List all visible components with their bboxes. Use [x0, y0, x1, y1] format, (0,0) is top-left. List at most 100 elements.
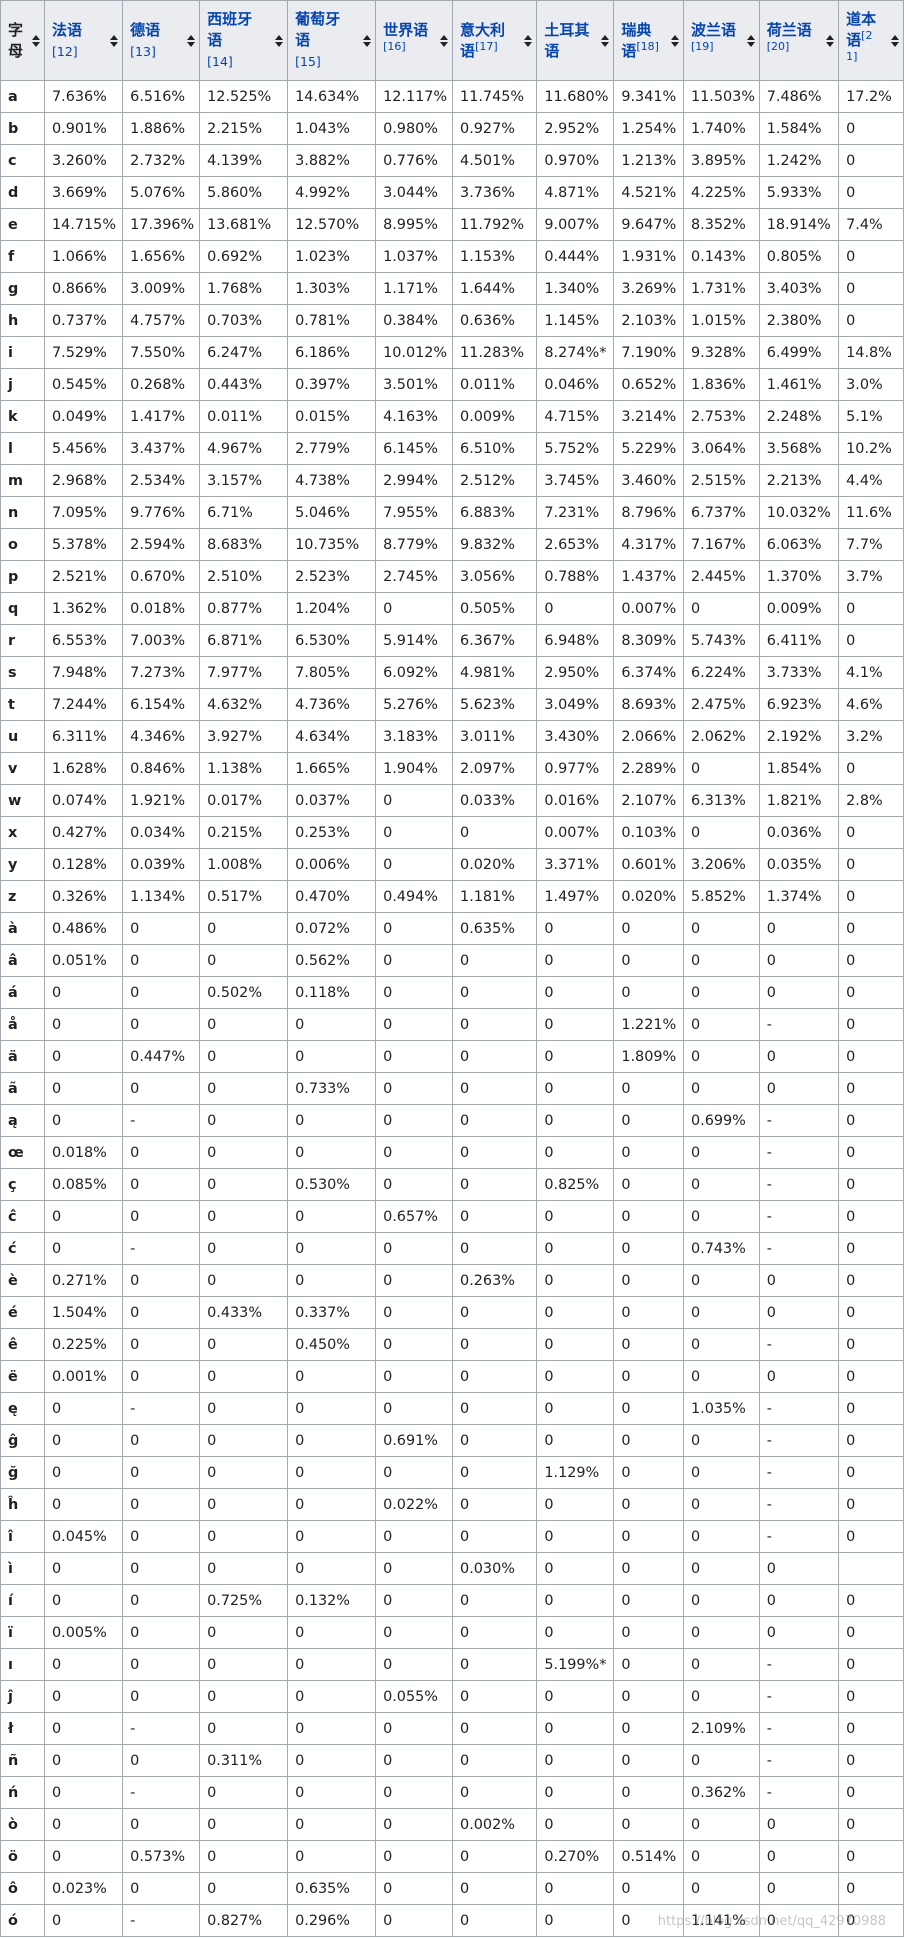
language-name[interactable]: 瑞典语 [621, 20, 652, 60]
frequency-cell: 1.213% [613, 144, 684, 177]
header-lang-6[interactable]: 土耳其语 [536, 0, 615, 81]
frequency-cell: 1.129% [536, 1456, 615, 1489]
frequency-cell: 2.510% [199, 560, 289, 593]
sort-icon[interactable] [110, 34, 119, 48]
frequency-cell: 0 [43, 1232, 124, 1265]
frequency-cell: 1.141% [682, 1904, 760, 1937]
frequency-cell: 0 [838, 1168, 904, 1201]
header-lang-label[interactable]: 世界语[16] [383, 20, 451, 62]
header-lang-label[interactable]: 瑞典语[18] [621, 20, 682, 62]
letter-cell: ó [0, 1904, 45, 1937]
sort-icon[interactable] [363, 34, 372, 48]
header-lang-label[interactable]: 德语 [13] [130, 20, 198, 62]
frequency-cell: 0 [199, 1136, 289, 1169]
frequency-cell: - [122, 1904, 201, 1937]
header-lang-4[interactable]: 世界语[16] [375, 0, 454, 81]
frequency-cell: 0.657% [375, 1200, 454, 1233]
reference-link[interactable]: [21] [846, 29, 873, 63]
frequency-cell: 9.328% [682, 336, 760, 369]
frequency-cell: 0 [452, 1072, 538, 1105]
language-name[interactable]: 法语 [51, 20, 82, 39]
language-name[interactable]: 波兰语 [690, 20, 736, 39]
table-row: à 0.486% 0 0 0.072% 0 0.635% 0 0 0 0 0 [0, 912, 904, 945]
header-lang-8[interactable]: 波兰语[19] [682, 0, 760, 81]
letter-cell: ĉ [0, 1200, 45, 1233]
language-name[interactable]: 道本语 [846, 10, 877, 49]
frequency-cell: 6.247% [199, 336, 289, 369]
header-lang-label[interactable]: 荷兰语[20] [767, 20, 838, 62]
frequency-cell: 0 [682, 1840, 760, 1873]
header-lang-0[interactable]: 法语 [12] [43, 0, 124, 81]
header-lang-3[interactable]: 葡萄牙语 [15] [287, 0, 377, 81]
reference-link[interactable]: [14] [207, 54, 233, 69]
header-lang-label[interactable]: 道本语[21] [846, 9, 902, 72]
language-name[interactable]: 德语 [130, 20, 161, 39]
reference-link[interactable]: [20] [766, 39, 790, 53]
header-lang-label[interactable]: 法语 [12] [52, 20, 122, 62]
language-name[interactable]: 荷兰语 [766, 20, 812, 39]
frequency-cell: 0 [536, 1136, 615, 1169]
language-name[interactable]: 意大利语 [460, 20, 506, 60]
sort-icon[interactable] [31, 34, 40, 48]
sort-icon[interactable] [746, 34, 755, 48]
header-lang-label[interactable]: 西班牙语 [14] [207, 9, 286, 72]
frequency-cell: 0.927% [452, 112, 538, 145]
letter-cell: t [0, 688, 45, 721]
frequency-cell: 1.504% [43, 1296, 124, 1329]
header-lang-7[interactable]: 瑞典语[18] [613, 0, 684, 81]
header-row: 字母 法语 [12] 德语 [13] 西班牙语 [14] 葡萄牙语 [15] 世界语[16] 意大利… [0, 0, 904, 81]
reference-link[interactable]: [15] [295, 54, 321, 69]
letter-cell: ğ [0, 1456, 45, 1489]
frequency-cell: 0 [452, 1520, 538, 1553]
reference-link[interactable]: [17] [475, 39, 498, 53]
header-lang-label[interactable]: 波兰语[19] [690, 20, 758, 62]
frequency-cell: 0 [199, 1424, 289, 1457]
frequency-cell: 5.229% [613, 432, 684, 465]
header-lang-label[interactable]: 土耳其语 [544, 20, 612, 62]
frequency-cell: - [758, 1104, 840, 1137]
language-name[interactable]: 葡萄牙语 [295, 10, 341, 49]
reference-link[interactable]: [16] [383, 39, 406, 53]
frequency-cell: 0.691% [375, 1424, 454, 1457]
frequency-cell: 3.044% [375, 176, 454, 209]
reference-link[interactable]: [19] [690, 39, 714, 53]
frequency-cell: 0.011% [199, 400, 289, 433]
letter-cell: ë [0, 1360, 45, 1393]
language-name[interactable]: 世界语 [383, 20, 429, 39]
sort-icon[interactable] [601, 34, 610, 48]
header-letter[interactable]: 字母 [0, 0, 45, 81]
header-lang-1[interactable]: 德语 [13] [122, 0, 201, 81]
sort-icon[interactable] [524, 34, 533, 48]
frequency-cell: 4.521% [613, 176, 684, 209]
language-name[interactable]: 土耳其语 [544, 20, 590, 60]
frequency-cell: 0 [613, 1648, 684, 1681]
frequency-cell: 5.860% [199, 176, 289, 209]
frequency-cell: 0 [838, 272, 904, 305]
frequency-cell: 0.427% [43, 816, 124, 849]
frequency-cell: 7.805% [287, 656, 377, 689]
sort-icon[interactable] [891, 34, 899, 48]
frequency-cell: 0.143% [682, 240, 760, 273]
reference-link[interactable]: [13] [130, 43, 156, 59]
sort-icon[interactable] [187, 34, 196, 48]
header-lang-5[interactable]: 意大利语[17] [452, 0, 538, 81]
frequency-cell: 0 [452, 1776, 538, 1809]
header-lang-label[interactable]: 意大利语[17] [460, 20, 536, 62]
frequency-cell: 0 [199, 1808, 289, 1841]
header-lang-label[interactable]: 葡萄牙语 [15] [295, 9, 374, 72]
header-lang-9[interactable]: 荷兰语[20] [758, 0, 840, 81]
header-lang-2[interactable]: 西班牙语 [14] [199, 0, 289, 81]
frequency-cell: 1.904% [375, 752, 454, 785]
frequency-cell: 0.635% [287, 1872, 377, 1905]
sort-icon[interactable] [670, 34, 679, 48]
language-name[interactable]: 西班牙语 [207, 10, 253, 49]
header-lang-10[interactable]: 道本语[21] [838, 0, 904, 81]
sort-icon[interactable] [440, 34, 449, 48]
reference-link[interactable]: [12] [51, 43, 78, 59]
sort-icon[interactable] [826, 34, 835, 48]
sort-icon[interactable] [275, 34, 284, 48]
reference-link[interactable]: [18] [636, 39, 659, 53]
frequency-cell: 7.167% [682, 528, 760, 561]
frequency-cell: 0 [613, 1808, 684, 1841]
frequency-cell: 0 [287, 1552, 377, 1585]
